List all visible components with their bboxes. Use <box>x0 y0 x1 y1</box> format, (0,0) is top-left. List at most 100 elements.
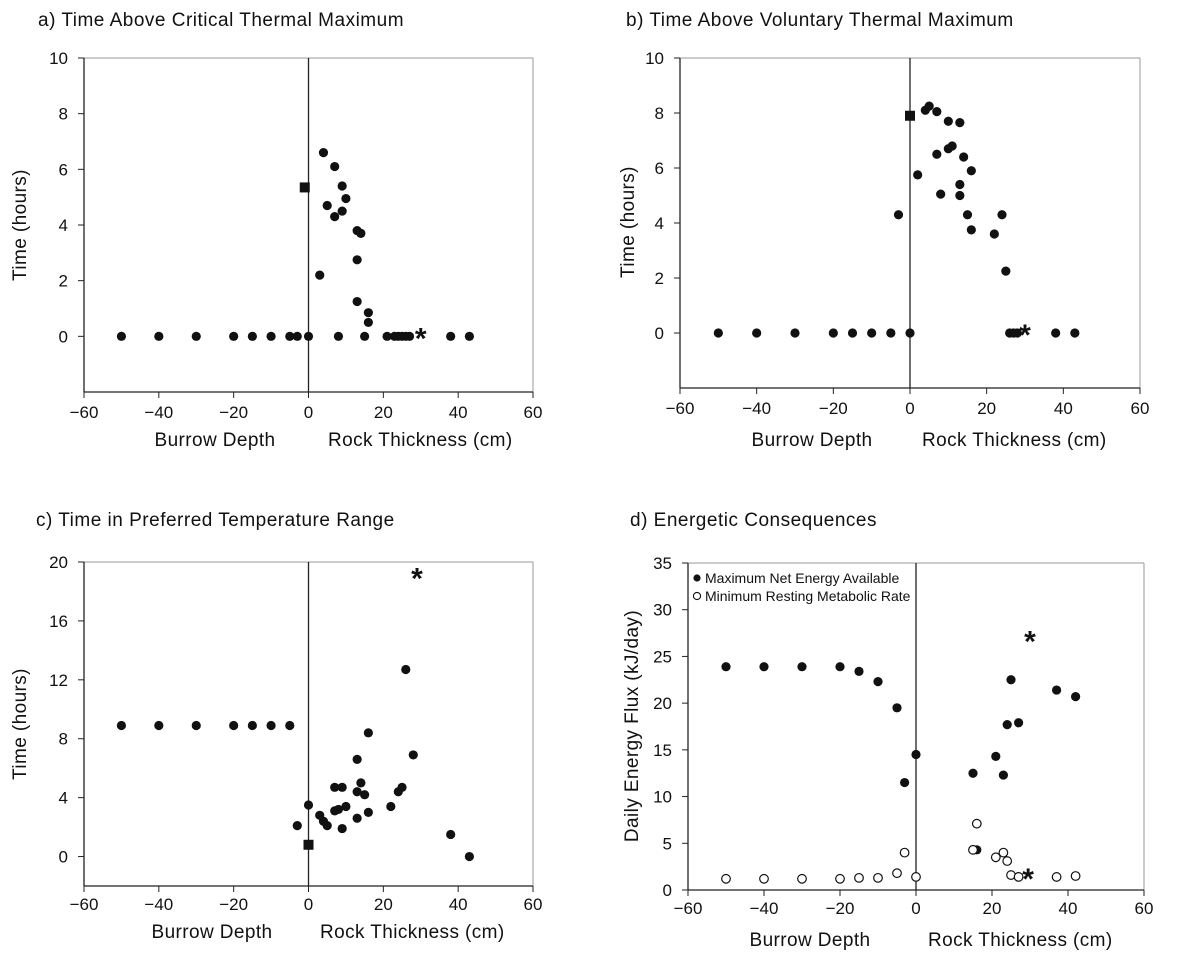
data-point <box>341 193 351 204</box>
data-point <box>913 170 923 180</box>
data-point <box>835 662 845 672</box>
data-point-open <box>998 847 1009 858</box>
data-point <box>1014 718 1024 728</box>
data-point <box>932 107 942 117</box>
data-point <box>936 189 946 199</box>
x-axis-title-burrow: Burrow Depth <box>752 430 873 451</box>
y-tick-label: 30 <box>653 601 672 620</box>
data-point <box>955 118 965 128</box>
data-point <box>947 141 957 151</box>
x-tick-label: 20 <box>977 399 996 418</box>
data-point-open <box>1002 856 1013 866</box>
data-point <box>464 331 474 341</box>
data-point <box>713 328 723 338</box>
data-point <box>955 190 965 201</box>
y-tick-label: 20 <box>49 553 68 572</box>
data-point-open <box>721 873 731 884</box>
data-point <box>959 152 969 162</box>
y-tick-label: 35 <box>653 554 672 573</box>
panel-title: a) Time Above Critical Thermal Maximum <box>38 10 404 31</box>
chart-panel-3: c) Time in Preferred Temperature Range 0 4… <box>10 510 542 943</box>
y-tick-label: 2 <box>655 269 664 288</box>
x-axis-title-rock: Rock Thickness (cm) <box>922 430 1107 451</box>
y-tick-label: 0 <box>59 848 68 867</box>
data-point <box>1071 692 1081 702</box>
x-tick-label: −60 <box>674 899 703 918</box>
x-tick-label: −60 <box>70 403 99 422</box>
x-tick-label: 20 <box>983 899 1002 918</box>
data-point <box>397 782 407 792</box>
chart-panel-1: a) Time Above Critical Thermal Maximum 0 2… <box>10 10 542 451</box>
data-point <box>330 161 340 172</box>
data-point-star: * <box>415 322 427 355</box>
data-point <box>247 331 257 341</box>
data-point-open <box>854 872 864 883</box>
data-point-open <box>759 873 769 884</box>
y-tick-label: 12 <box>49 671 68 690</box>
data-point <box>404 331 415 341</box>
data-point <box>360 790 370 800</box>
x-tick-label: −20 <box>819 399 848 418</box>
data-point <box>116 331 127 341</box>
data-point <box>292 821 302 831</box>
data-point <box>333 804 344 815</box>
data-point-open <box>1013 872 1024 882</box>
data-point <box>966 166 976 176</box>
data-point <box>352 296 362 307</box>
x-axis-title-burrow: Burrow Depth <box>155 430 276 451</box>
data-point <box>363 807 373 817</box>
data-point <box>352 754 362 764</box>
data-point <box>229 331 239 341</box>
data-point <box>303 800 314 810</box>
y-axis-title: Time (hours) <box>618 166 639 278</box>
legend-label: Maximum Net Energy Available <box>705 570 899 586</box>
data-point <box>356 778 366 788</box>
y-tick-label: 10 <box>653 788 672 807</box>
data-point <box>303 331 314 341</box>
data-point <box>285 331 295 341</box>
x-tick-label: 60 <box>524 895 543 914</box>
data-point <box>352 255 362 265</box>
x-tick-label: −40 <box>742 399 771 418</box>
data-point <box>363 317 373 328</box>
data-point <box>1051 328 1061 338</box>
data-point <box>932 149 942 159</box>
data-point <box>382 331 392 341</box>
chart-panel-4: d) Energetic Consequences 0 5 10 15 20 25 30 35 −… <box>622 510 1154 951</box>
legend-label: Minimum Resting Metabolic Rate <box>705 588 911 604</box>
data-point <box>266 720 276 731</box>
data-point <box>386 801 396 812</box>
data-point <box>1006 675 1016 685</box>
data-point <box>752 328 762 338</box>
data-point <box>318 148 329 158</box>
data-point <box>1070 328 1080 338</box>
legend-marker-filled <box>693 574 701 582</box>
data-point <box>401 664 411 675</box>
data-point-open <box>968 844 978 855</box>
x-tick-label: 60 <box>1135 899 1154 918</box>
data-point <box>229 720 239 731</box>
x-tick-label: 20 <box>374 895 393 914</box>
data-point <box>1001 266 1011 276</box>
data-point-open <box>990 852 1001 863</box>
data-point <box>363 308 373 318</box>
y-tick-label: 20 <box>653 694 672 713</box>
data-point <box>911 749 921 760</box>
y-tick-label: 8 <box>59 105 68 124</box>
x-axis-title-burrow: Burrow Depth <box>750 930 871 950</box>
data-point <box>337 782 347 792</box>
x-tick-label: 0 <box>304 895 313 914</box>
y-tick-label: 0 <box>663 881 672 900</box>
data-point <box>790 328 800 338</box>
data-point <box>1052 685 1062 695</box>
data-point <box>341 801 351 812</box>
data-point <box>943 116 953 126</box>
data-point <box>962 210 973 220</box>
x-tick-label: 40 <box>449 403 468 422</box>
panel-title: d) Energetic Consequences <box>630 510 877 531</box>
data-point <box>360 331 370 341</box>
data-point <box>991 751 1001 761</box>
data-point <box>292 331 302 341</box>
y-tick-label: 0 <box>59 327 68 346</box>
